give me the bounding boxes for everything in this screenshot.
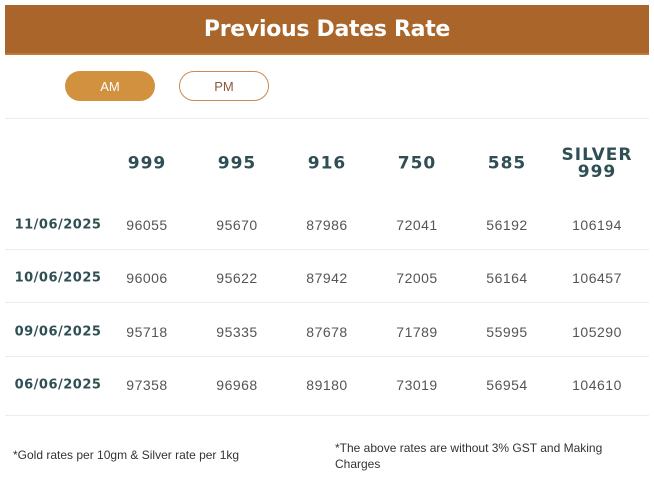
column-header: 995 <box>217 153 257 174</box>
column-header: 585 <box>487 153 527 174</box>
rate-cell: 106457 <box>572 270 622 286</box>
rate-cell: 104610 <box>572 377 622 393</box>
rate-cell: 105290 <box>572 324 622 340</box>
rate-cell: 89180 <box>306 377 348 393</box>
rate-cell: 71789 <box>396 324 438 340</box>
row-date: 11/06/2025 <box>14 217 102 233</box>
pm-toggle-button[interactable]: PM <box>179 71 269 101</box>
rate-cell: 73019 <box>396 377 438 393</box>
rate-cell: 95670 <box>216 217 258 233</box>
rate-cell: 87678 <box>306 324 348 340</box>
page-title: Previous Dates Rate <box>203 16 451 42</box>
footer-note-gst: *The above rates are without 3% GST and … <box>335 441 603 471</box>
rate-cell: 72005 <box>396 270 438 286</box>
rate-cell: 95622 <box>216 270 258 286</box>
column-header: 750 <box>397 153 437 174</box>
row-date: 06/06/2025 <box>14 377 102 393</box>
rate-cell: 95335 <box>216 324 258 340</box>
rate-cell: 96968 <box>216 377 258 393</box>
rate-cell: 96006 <box>126 270 168 286</box>
row-date: 10/06/2025 <box>14 270 102 286</box>
row-divider <box>5 415 649 416</box>
column-header: 916 <box>307 153 347 174</box>
rate-cell: 55995 <box>486 324 528 340</box>
am-toggle-button[interactable]: AM <box>65 71 155 101</box>
page-header: Previous Dates Rate <box>5 5 649 55</box>
rate-cell: 56192 <box>486 217 528 233</box>
row-date: 09/06/2025 <box>14 324 102 340</box>
rate-cell: 96055 <box>126 217 168 233</box>
column-header: SILVER 999 <box>561 145 633 182</box>
rate-cell: 56164 <box>486 270 528 286</box>
rate-cell: 87942 <box>306 270 348 286</box>
rate-cell: 95718 <box>126 324 168 340</box>
rate-cell: 97358 <box>126 377 168 393</box>
rate-cell: 56954 <box>486 377 528 393</box>
rate-cell: 72041 <box>396 217 438 233</box>
rate-cell: 87986 <box>306 217 348 233</box>
divider <box>5 118 649 119</box>
footer-note-units: *Gold rates per 10gm & Silver rate per 1… <box>13 448 240 462</box>
column-header: 999 <box>127 153 167 174</box>
row-divider <box>5 302 649 303</box>
rate-cell: 106194 <box>572 217 622 233</box>
row-divider <box>5 356 649 357</box>
row-divider <box>5 249 649 250</box>
